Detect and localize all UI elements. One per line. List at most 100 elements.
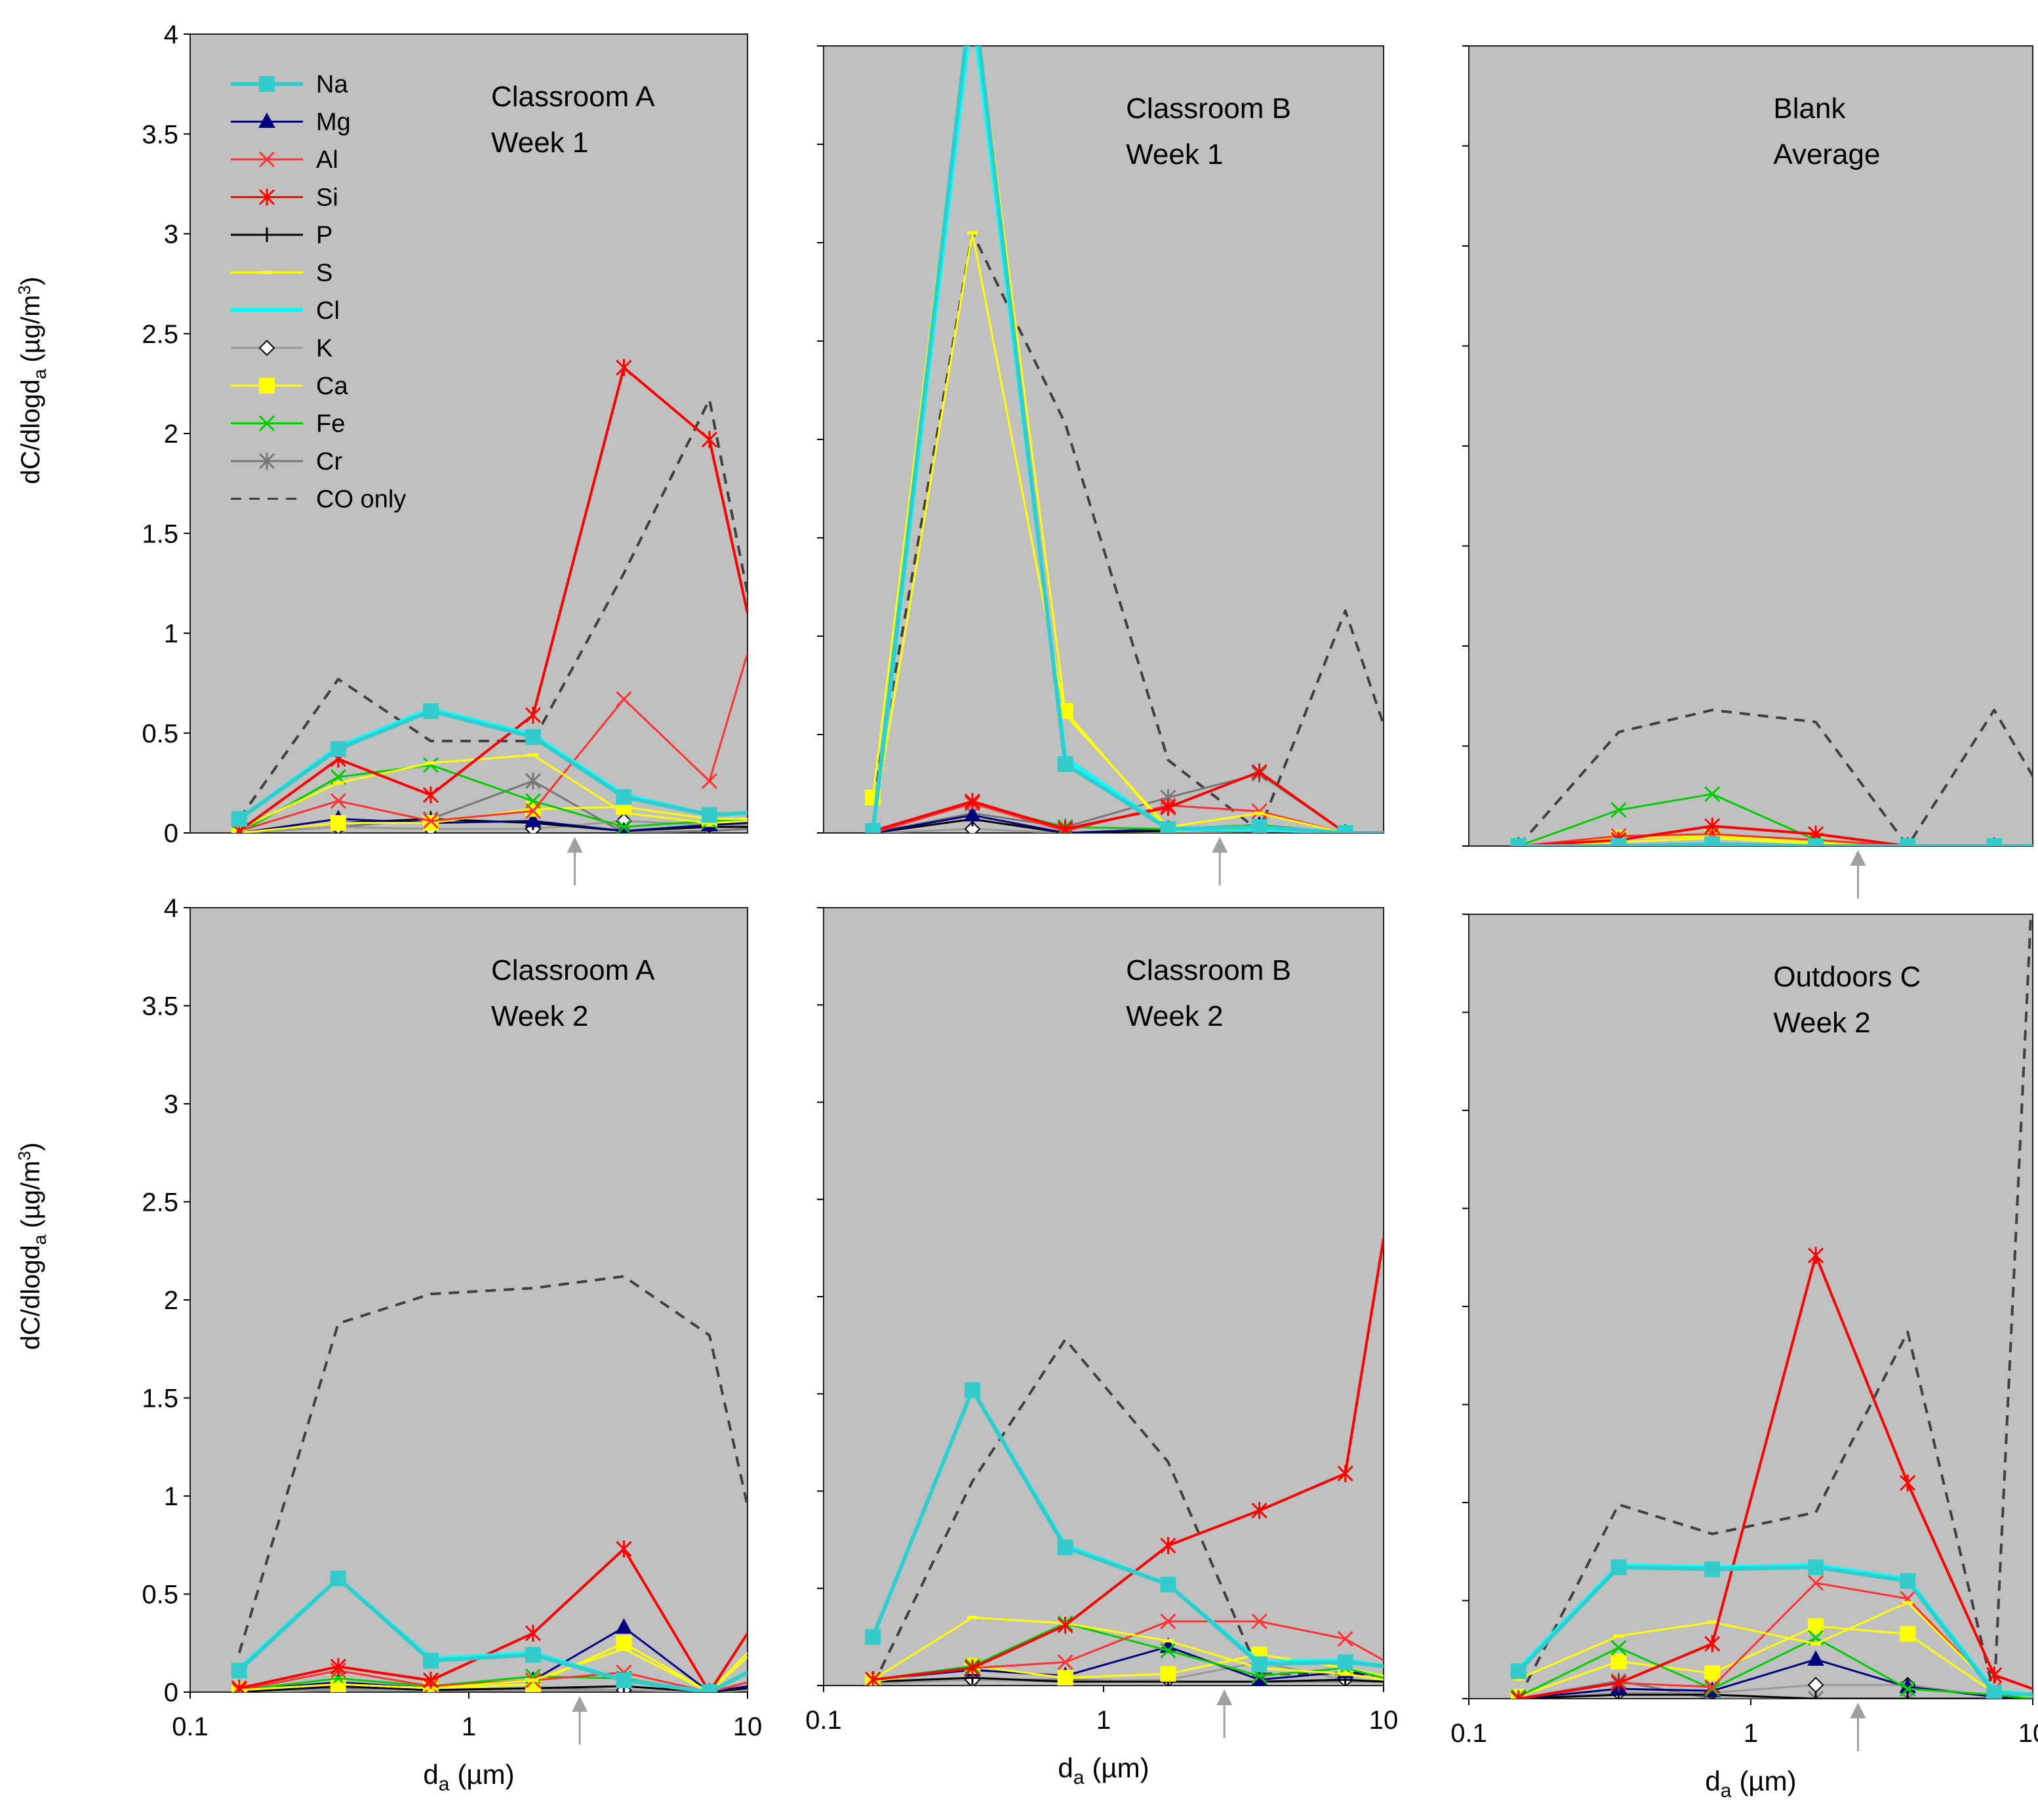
series-fe-point xyxy=(1160,1642,1176,1659)
series-ca-point xyxy=(1900,1626,1916,1642)
series-na-point xyxy=(1704,1561,1721,1577)
y-axis-label-unit: (µg/m xyxy=(16,295,45,363)
series-si-point xyxy=(1986,1667,2003,1684)
series-na-point xyxy=(1808,838,1824,846)
series-ca-point xyxy=(1610,1653,1627,1670)
series-co-only-line xyxy=(238,398,748,820)
legend-ca-point xyxy=(259,378,275,394)
x-tick-label: 0.1 xyxy=(805,1706,842,1735)
series-na-point xyxy=(1337,1654,1353,1670)
y-tick-label: 3 xyxy=(164,1090,178,1119)
panel-1: 0 0.5 1 1.5 2 2.5 3 3.5 4 Classroom A Week 1 xyxy=(142,20,748,885)
x-axis-label-main: d xyxy=(1705,1766,1720,1796)
series-si-point xyxy=(1900,1474,1916,1492)
legend-cl-label: Cl xyxy=(316,297,340,325)
x-axis-label-unit: (µm) xyxy=(1739,1766,1796,1796)
y-axis-label-sub: a xyxy=(30,369,50,379)
series-si-point xyxy=(1160,1537,1176,1554)
x-tick-label: 1 xyxy=(1096,1706,1111,1735)
series-na-point xyxy=(1986,838,2003,846)
x-axis-label: da (µm) xyxy=(1705,1766,1796,1802)
series-na-point xyxy=(964,1382,980,1398)
series-si-point xyxy=(1704,817,1721,835)
series-na-point xyxy=(701,807,717,823)
y-tick-label: 0 xyxy=(164,819,178,848)
legend-mg-point xyxy=(258,112,275,128)
series-si-point xyxy=(525,1625,542,1642)
series-al-point xyxy=(422,813,439,829)
plot-area xyxy=(190,907,748,1693)
series-na-point xyxy=(231,1663,247,1679)
series-al-point xyxy=(1337,1630,1353,1647)
y-tick-label: 1 xyxy=(164,1482,178,1511)
cutoff-arrow-head xyxy=(572,1696,588,1712)
y-tick-label: 2.5 xyxy=(142,320,178,349)
y-tick-label: 0.5 xyxy=(142,719,178,748)
panel-title-line1: Classroom B xyxy=(1126,92,1291,125)
panel-title-line2: Week 2 xyxy=(1126,1000,1223,1032)
series-na-point xyxy=(231,811,247,827)
y-tick-label: 0 xyxy=(164,1678,178,1707)
x-axis-label-main: d xyxy=(423,1759,438,1790)
panel-title-line1: Outdoors C xyxy=(1773,961,1921,993)
series-na-point xyxy=(616,1672,632,1689)
x-tick-label: 10 xyxy=(733,1712,763,1741)
y-tick-label: 2 xyxy=(164,1286,178,1315)
x-axis-label-sub: a xyxy=(1721,1780,1732,1802)
series-na-point xyxy=(1900,1573,1916,1589)
x-axis-label-sub: a xyxy=(1073,1767,1085,1789)
series-na-point xyxy=(1510,838,1527,846)
series-group xyxy=(231,359,748,833)
series-na-point xyxy=(525,729,541,745)
series-na-point xyxy=(865,823,881,833)
series-group xyxy=(1510,914,2033,1699)
series-al-point xyxy=(1160,1613,1176,1630)
x-tick-label: 1 xyxy=(1744,1719,1758,1748)
legend-al-label: Al xyxy=(316,146,338,174)
series-na-point xyxy=(330,741,346,758)
plot-area xyxy=(1468,45,2033,847)
series-ca-point xyxy=(1057,1670,1073,1686)
legend: Na Mg Al Si PS Cl K Ca Fe Cr CO only xyxy=(231,71,406,514)
x-tick-label: 10 xyxy=(2018,1719,2038,1748)
legend-al-point xyxy=(258,151,275,168)
series-si-point xyxy=(964,793,981,810)
y-axis-label-close: ) xyxy=(16,1143,45,1151)
series-si-point xyxy=(616,359,632,376)
series-ca-point xyxy=(1704,1665,1721,1682)
y-axis-label-close: ) xyxy=(16,277,45,285)
series-si-point xyxy=(964,1659,981,1677)
x-tick-label: 0.1 xyxy=(1450,1719,1487,1748)
series-ca-point xyxy=(1808,1618,1824,1634)
series-na-point xyxy=(1057,756,1073,772)
y-tick-label: 2 xyxy=(164,420,178,449)
legend-na-label: Na xyxy=(316,71,348,98)
series-al-point xyxy=(1704,1678,1721,1695)
series-si-point xyxy=(231,1680,247,1692)
panel-title-line2: Week 1 xyxy=(491,127,588,159)
series-si-point xyxy=(1610,1674,1627,1692)
series-cr-point xyxy=(525,772,542,790)
series-na-point xyxy=(1610,1559,1627,1575)
series-group xyxy=(864,46,1384,833)
panel-5: 0.1 1 10 da (µm) Classroom B Week 2 xyxy=(805,907,1398,1789)
series-si-point xyxy=(422,786,439,804)
x-axis-label: da (µm) xyxy=(1058,1752,1149,1789)
series-mg-point xyxy=(615,1618,633,1634)
series-na-point xyxy=(1986,1685,2003,1699)
legend-k-label: K xyxy=(316,335,332,363)
y-tick-label: 4 xyxy=(164,894,178,923)
panel-title-line1: Classroom A xyxy=(491,81,655,113)
series-ca-point xyxy=(1160,1666,1176,1682)
series-na-line xyxy=(1518,841,2033,846)
y-tick-label: 3.5 xyxy=(142,992,178,1021)
series-si-point xyxy=(616,1540,632,1558)
legend-ca-label: Ca xyxy=(316,373,348,400)
legend-p-label: P xyxy=(316,222,332,249)
series-na-point xyxy=(330,1570,346,1587)
legend-cr-label: Cr xyxy=(316,448,342,475)
series-mg-point xyxy=(525,811,542,828)
series-na-point xyxy=(1057,1539,1073,1556)
y-axis-label-main: dC/dlogd xyxy=(16,379,45,484)
panel-2: Classroom B Week 1 xyxy=(817,45,1384,885)
